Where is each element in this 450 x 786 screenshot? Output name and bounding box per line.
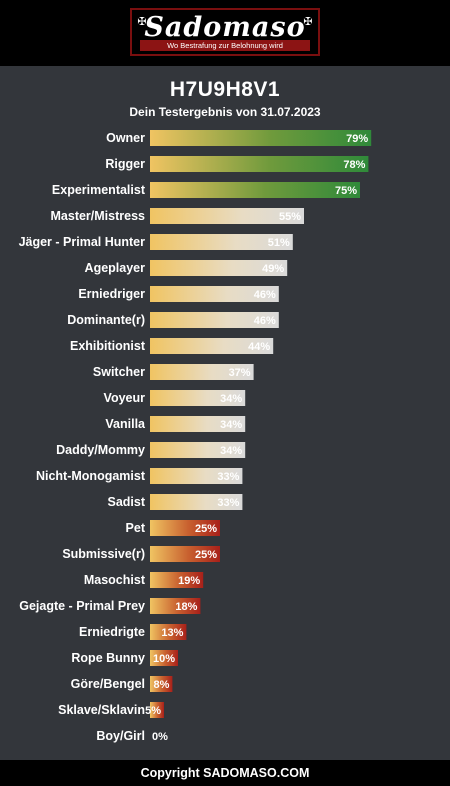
value-label-ageplayer: 49%: [262, 263, 284, 275]
logo-tagline: Wo Bestrafung zur Belohnung wird: [140, 40, 310, 51]
value-label-boy-girl: 0%: [152, 731, 168, 743]
bar-pet: [150, 520, 220, 536]
value-label-masochist: 19%: [178, 575, 200, 587]
bar-vanilla: [150, 416, 246, 432]
bar-rope-bunny: [150, 650, 178, 666]
value-label-experimentalist: 75%: [335, 185, 357, 197]
category-label-j-ger-primal-hunter: Jäger - Primal Hunter: [19, 235, 146, 249]
bar-switcher: [150, 364, 254, 380]
bar-g-re-bengel: [150, 676, 173, 692]
result-title: H7U9H8V1: [169, 78, 281, 101]
category-label-submissive-r: Submissive(r): [62, 547, 145, 561]
bar-sklave-sklavin: [150, 702, 164, 718]
value-label-rigger: 78%: [343, 159, 365, 171]
value-label-j-ger-primal-hunter: 51%: [268, 237, 290, 249]
bar-sadist: [150, 494, 243, 510]
bar-ageplayer: [150, 260, 288, 276]
category-label-masochist: Masochist: [84, 573, 146, 587]
bar-experimentalist: [150, 182, 360, 198]
category-label-pet: Pet: [126, 521, 146, 535]
value-label-nicht-monogamist: 33%: [217, 471, 239, 483]
category-label-gejagte-primal-prey: Gejagte - Primal Prey: [19, 599, 145, 613]
bar-rigger: [150, 156, 369, 172]
copyright-footer: Copyright SADOMASO.COM: [0, 760, 450, 786]
category-label-daddy-mommy: Daddy/Mommy: [56, 443, 145, 457]
value-label-owner: 79%: [346, 133, 368, 145]
category-label-boy-girl: Boy/Girl: [96, 729, 145, 743]
category-label-nicht-monogamist: Nicht-Monogamist: [36, 469, 146, 483]
category-label-owner: Owner: [106, 131, 145, 145]
category-label-g-re-bengel: Göre/Bengel: [71, 677, 145, 691]
value-label-daddy-mommy: 34%: [220, 445, 242, 457]
value-label-submissive-r: 25%: [195, 549, 217, 561]
value-label-master-mistress: 55%: [279, 211, 301, 223]
bar-nicht-monogamist: [150, 468, 243, 484]
bar-gejagte-primal-prey: [150, 598, 201, 614]
value-label-voyeur: 34%: [220, 393, 242, 405]
category-label-rope-bunny: Rope Bunny: [71, 651, 145, 665]
category-label-experimentalist: Experimentalist: [52, 183, 146, 197]
value-label-rope-bunny: 10%: [153, 653, 175, 665]
value-label-pet: 25%: [195, 523, 217, 535]
category-label-vanilla: Vanilla: [105, 417, 146, 431]
logo-wordmark: Sadomaso: [144, 12, 306, 43]
site-logo[interactable]: ✠ ✠ Sadomaso Wo Bestrafung zur Belohnung…: [130, 8, 320, 56]
category-label-master-mistress: Master/Mistress: [51, 209, 146, 223]
bar-erniedriger: [150, 286, 279, 302]
category-label-ageplayer: Ageplayer: [85, 261, 146, 275]
value-label-erniedriger: 46%: [254, 289, 276, 301]
value-label-sadist: 33%: [217, 497, 239, 509]
bar-masochist: [150, 572, 204, 588]
bar-daddy-mommy: [150, 442, 246, 458]
value-label-sklave-sklavin: 5%: [145, 705, 161, 717]
result-bar-chart: Owner 79% Rigger 78% Experimentalist 75% Maste…: [19, 130, 372, 743]
category-label-sklave-sklavin: Sklave/Sklavin: [58, 703, 145, 717]
bar-erniedrigte: [150, 624, 187, 640]
logo-star-right-icon: ✠: [303, 16, 313, 28]
value-label-switcher: 37%: [229, 367, 251, 379]
category-label-erniedriger: Erniedriger: [78, 287, 145, 301]
value-label-exhibitionist: 44%: [248, 341, 270, 353]
value-label-erniedrigte: 13%: [161, 627, 183, 639]
top-banner: ✠ ✠ Sadomaso Wo Bestrafung zur Belohnung…: [0, 0, 450, 66]
category-label-sadist: Sadist: [107, 495, 145, 509]
bar-voyeur: [150, 390, 246, 406]
category-label-voyeur: Voyeur: [104, 391, 146, 405]
bar-j-ger-primal-hunter: [150, 234, 293, 250]
value-label-g-re-bengel: 8%: [153, 679, 169, 691]
category-label-rigger: Rigger: [105, 157, 145, 171]
category-label-switcher: Switcher: [93, 365, 145, 379]
category-label-exhibitionist: Exhibitionist: [70, 339, 146, 353]
value-label-vanilla: 34%: [220, 419, 242, 431]
logo-star-left-icon: ✠: [137, 16, 147, 28]
value-label-gejagte-primal-prey: 18%: [175, 601, 197, 613]
bar-dominante-r: [150, 312, 279, 328]
category-label-dominante-r: Dominante(r): [67, 313, 145, 327]
bar-master-mistress: [150, 208, 304, 224]
value-label-dominante-r: 46%: [254, 315, 276, 327]
result-subtitle: Dein Testergebnis von 31.07.2023: [129, 105, 321, 119]
bar-exhibitionist: [150, 338, 274, 354]
bar-submissive-r: [150, 546, 220, 562]
bar-owner: [150, 130, 372, 146]
category-label-erniedrigte: Erniedrigte: [79, 625, 145, 639]
